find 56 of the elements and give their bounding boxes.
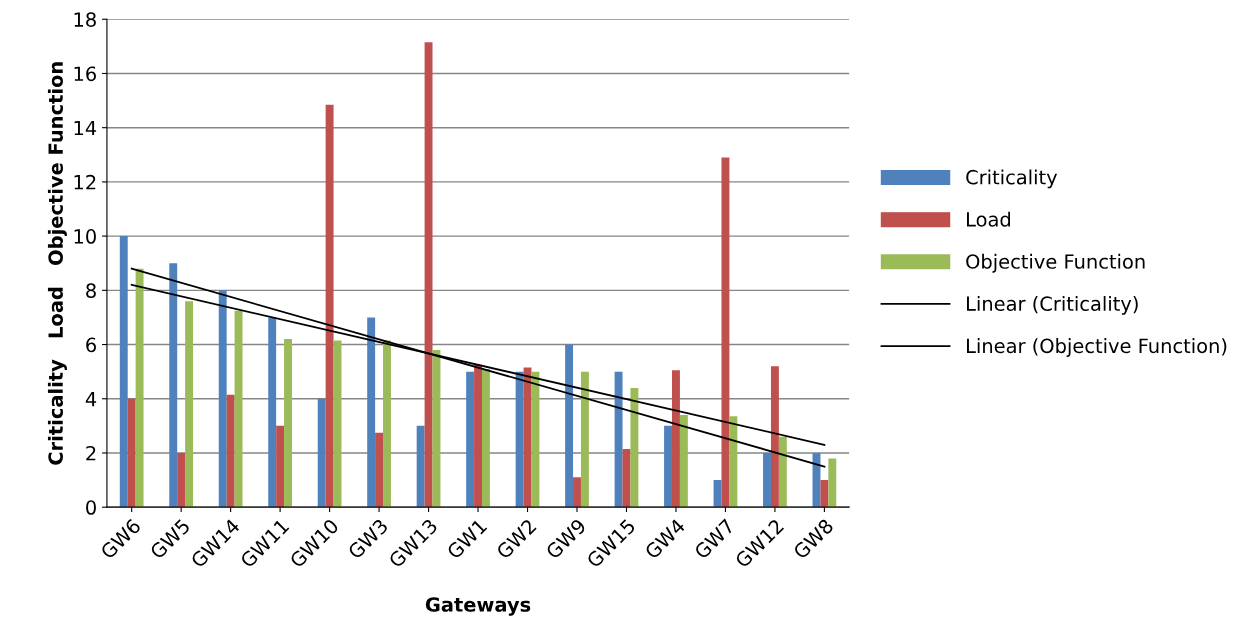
- bar: [515, 371, 524, 508]
- y-tick-label: 10: [74, 229, 96, 244]
- bar: [614, 371, 623, 508]
- bar: [234, 310, 243, 508]
- legend-label: Objective Function: [966, 253, 1145, 273]
- y-tick-label: 6: [86, 337, 96, 353]
- bar: [284, 339, 292, 508]
- y-tick-label: 8: [86, 283, 96, 298]
- bar: [466, 371, 475, 508]
- bar: [169, 263, 178, 508]
- bar: [135, 268, 144, 508]
- bar: [482, 368, 490, 508]
- legend-label: Linear (Criticality): [967, 295, 1138, 315]
- bar: [531, 371, 540, 508]
- bar: [672, 370, 680, 508]
- y-tick-label: 18: [74, 12, 96, 27]
- bar: [177, 452, 186, 508]
- bar: [770, 366, 779, 508]
- legend-label: Load: [967, 211, 1010, 227]
- bar: [679, 415, 688, 508]
- x-axis-title: Gateways: [425, 597, 531, 616]
- bar: [276, 425, 285, 508]
- bar: [573, 477, 581, 508]
- bar: [630, 387, 639, 508]
- bar: [778, 436, 787, 508]
- y-tick-label: 4: [85, 391, 97, 407]
- bar: [325, 104, 334, 508]
- bar: [218, 290, 227, 508]
- bar: [721, 157, 730, 508]
- bar: [119, 236, 128, 508]
- bar: [185, 301, 194, 508]
- bar: [828, 458, 837, 508]
- bar: [565, 344, 574, 508]
- bar: [664, 425, 673, 508]
- bar: [375, 432, 384, 508]
- y-axis-title: Criticality Load Objective Function: [47, 62, 67, 465]
- bar: [367, 317, 376, 508]
- bar: [226, 394, 235, 508]
- bar: [268, 317, 277, 508]
- bar: [317, 398, 326, 508]
- bar: [383, 340, 391, 508]
- bar: [763, 452, 771, 508]
- y-tick-label: 2: [86, 445, 96, 461]
- bar: [127, 398, 136, 508]
- y-tick-label: 0: [86, 500, 96, 515]
- legend-label: Criticality: [966, 169, 1058, 189]
- bar: [729, 416, 738, 508]
- bar: [580, 371, 589, 508]
- y-tick-label: 14: [74, 120, 97, 136]
- bar: [416, 425, 425, 508]
- y-tick-label: 16: [74, 66, 96, 82]
- bar: [424, 42, 433, 508]
- bar: [474, 364, 482, 508]
- y-tick-label: 12: [74, 174, 96, 190]
- legend-label: Linear (Objective Function): [967, 338, 1227, 357]
- bar: [820, 480, 829, 508]
